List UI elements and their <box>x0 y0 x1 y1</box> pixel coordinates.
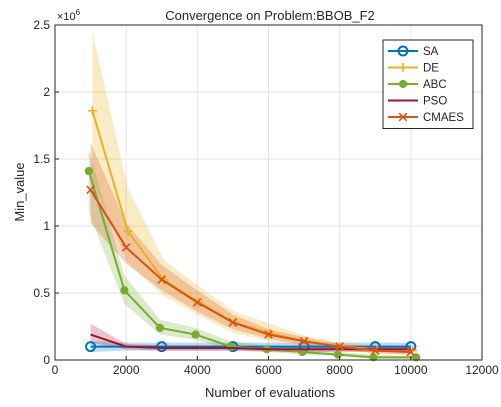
legend-entry-de: DE <box>388 63 439 75</box>
legend-entry-pso: PSO <box>388 96 447 108</box>
y-exponent-base: ×10 <box>57 11 76 23</box>
point-abc <box>369 353 378 362</box>
legend: SA DE ABC PSO CMAES <box>382 39 474 129</box>
legend-marker-cmaes <box>398 112 408 122</box>
x-tick-label: 6000 <box>255 363 282 377</box>
point-sa <box>156 341 168 353</box>
point-cmaes <box>192 298 202 307</box>
y-exponent-label: ×106 <box>57 8 81 23</box>
legend-marker-de <box>398 63 408 72</box>
point-de <box>87 106 97 116</box>
point-cmaes <box>299 336 309 346</box>
legend-marker-abc <box>398 79 408 89</box>
y-tick-label: 0 <box>43 353 50 367</box>
axes: 0 2000 4000 6000 8000 10000 12000 0 0.5 1 1.5 2 2.5 <box>33 18 499 377</box>
legend-label-sa: SA <box>423 46 439 58</box>
legend-marker-sa <box>397 45 409 57</box>
point-abc <box>155 323 165 332</box>
point-de <box>123 226 133 236</box>
y-tick-label: 1 <box>43 219 50 233</box>
point-cmaes <box>121 243 131 252</box>
point-cmaes <box>264 330 273 339</box>
legend-label-abc: ABC <box>423 79 447 91</box>
chart-title: Convergence on Problem:BBOB_F2 <box>165 8 375 23</box>
point-cmaes <box>335 342 345 351</box>
legend-label-pso: PSO <box>423 96 447 108</box>
point-cmaes <box>406 347 416 357</box>
y-tick-label: 2.5 <box>33 18 50 32</box>
band-de <box>92 31 413 355</box>
series-lines <box>84 106 421 362</box>
y-exponent-power: 6 <box>76 8 81 17</box>
y-tick-label: 1.5 <box>33 152 50 166</box>
x-tick-label: 4000 <box>184 363 211 377</box>
point-cmaes <box>157 275 167 284</box>
legend-entry-abc: ABC <box>388 79 447 91</box>
point-abc <box>84 166 93 176</box>
x-tick-label: 12000 <box>465 363 499 377</box>
point-abc <box>191 330 200 339</box>
x-tick-label: 0 <box>52 363 59 377</box>
point-abc <box>333 350 342 359</box>
legend-entry-cmaes: CMAES <box>388 112 464 124</box>
x-axis-label: Number of evaluations <box>205 385 336 400</box>
y-axis-label: Min_value <box>12 162 27 221</box>
x-tick-label: 2000 <box>113 363 140 377</box>
point-cmaes <box>86 185 95 195</box>
line-cmaes <box>89 189 411 353</box>
point-cmaes <box>370 346 380 355</box>
legend-entry-sa: SA <box>388 45 439 58</box>
point-cmaes <box>228 318 238 327</box>
y-tick-label: 2 <box>43 85 50 99</box>
legend-label-de: DE <box>423 63 439 75</box>
point-abc <box>227 342 236 351</box>
legend-label-cmaes: CMAES <box>423 112 464 124</box>
x-tick-label: 8000 <box>326 363 353 377</box>
point-sa <box>85 341 97 353</box>
point-abc <box>120 286 129 295</box>
y-tick-label: 0.5 <box>33 286 50 300</box>
x-tick-label: 10000 <box>394 363 428 377</box>
